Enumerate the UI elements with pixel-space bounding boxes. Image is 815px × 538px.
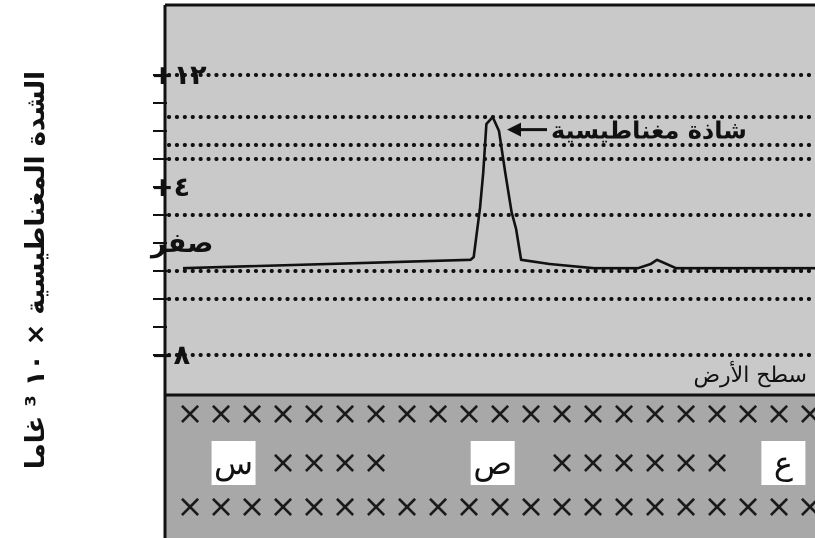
ground-marker: × (270, 394, 297, 432)
ground-marker: × (611, 487, 638, 525)
ground-marker: × (363, 487, 390, 525)
ground-marker: × (270, 443, 297, 481)
ground-marker: × (549, 487, 576, 525)
y-tick-label: ٤+ (151, 172, 190, 203)
ground-marker: × (301, 443, 328, 481)
ground-marker: × (456, 487, 483, 525)
ground-marker: × (642, 394, 669, 432)
ground-marker: × (549, 443, 576, 481)
ground-marker: × (394, 487, 421, 525)
ground-marker: × (425, 487, 452, 525)
ground-marker: × (735, 394, 762, 432)
y-axis-title: الشدة المغناطيسية × ١٠ ³ غاما (21, 71, 51, 469)
ground-marker: × (177, 394, 204, 432)
ground-marker: × (549, 394, 576, 432)
series-line (182, 115, 815, 270)
ground-marker: × (363, 394, 390, 432)
plot-area (165, 5, 815, 395)
ground-marker: × (456, 394, 483, 432)
ground-marker: × (611, 394, 638, 432)
ground-marker: × (270, 487, 297, 525)
annotation-ground-surface-label: سطح الأرض (693, 361, 807, 388)
ground-marker: × (766, 487, 793, 525)
ground-label-box (470, 441, 515, 485)
ground-marker: × (611, 443, 638, 481)
ground-marker: × (673, 443, 700, 481)
ground-marker: × (673, 487, 700, 525)
ground-marker: × (735, 487, 762, 525)
ground-marker: × (766, 394, 793, 432)
ground-marker: × (580, 394, 607, 432)
ground-marker: × (239, 394, 266, 432)
ground-marker: × (425, 394, 452, 432)
ground-marker: × (363, 443, 390, 481)
y-tick-label: ١٢+ (151, 60, 207, 91)
ground-marker: × (394, 394, 421, 432)
y-tick-label: صفر (149, 228, 213, 259)
ground-marker: × (332, 443, 359, 481)
ground-marker: × (673, 394, 700, 432)
annotation-anomaly-label: شاذة مغناطيسية (551, 117, 747, 145)
ground-marker: × (177, 487, 204, 525)
ground-marker: × (208, 487, 235, 525)
ground-marker: × (580, 487, 607, 525)
ground-marker: × (797, 394, 815, 432)
ground-label: ع (774, 444, 793, 482)
annotation-arrow-head (507, 122, 521, 137)
ground-marker: × (704, 394, 731, 432)
ground-label: ص (473, 444, 512, 482)
ground-marker: × (580, 443, 607, 481)
ground-marker: × (797, 487, 815, 525)
ground-marker: × (704, 443, 731, 481)
ground-marker: × (208, 394, 235, 432)
ground-marker: × (487, 394, 514, 432)
ground-marker: × (518, 487, 545, 525)
y-tick-label: ٨− (151, 340, 191, 371)
ground-label-box (761, 441, 806, 485)
ground-marker: × (301, 487, 328, 525)
ground-label-box (211, 441, 256, 485)
ground-marker: × (642, 487, 669, 525)
ground-marker: × (704, 487, 731, 525)
ground-marker: × (239, 487, 266, 525)
ground-marker: × (487, 487, 514, 525)
ground-label: س (214, 444, 253, 482)
ground-marker: × (518, 394, 545, 432)
ground-marker: × (332, 487, 359, 525)
ground-marker: × (642, 443, 669, 481)
ground-marker: × (301, 394, 328, 432)
ground-marker: × (332, 394, 359, 432)
